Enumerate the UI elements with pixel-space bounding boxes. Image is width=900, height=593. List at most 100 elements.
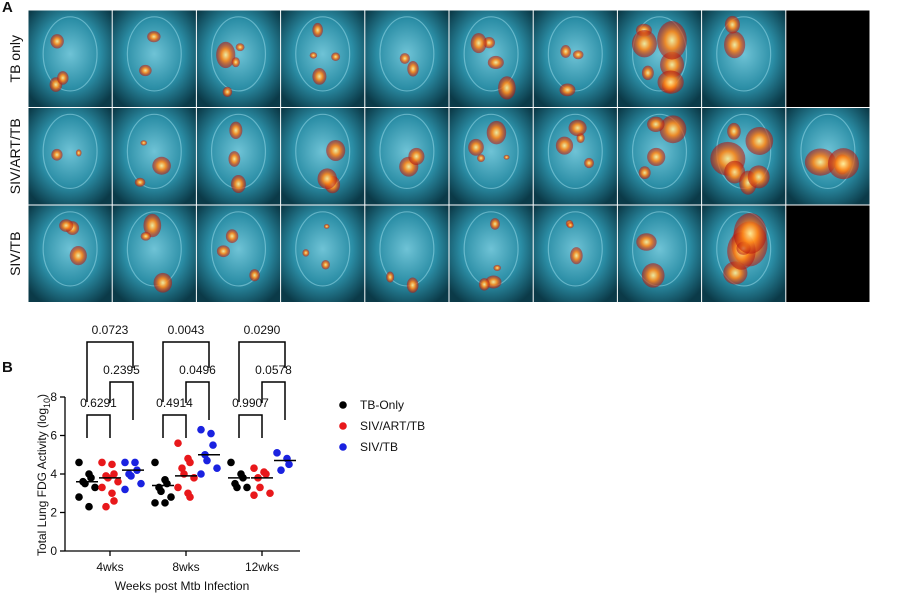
uptake [641,263,665,288]
data-point [121,458,129,467]
data-point [98,483,106,492]
uptake [50,34,64,49]
data-point [207,429,215,438]
p-value: 0.6291 [80,396,117,410]
data-point [250,491,258,499]
data-point [151,499,159,507]
pet-ct-image [365,205,449,302]
data-point [151,458,159,467]
uptake [399,53,410,64]
bracket [109,381,134,420]
x-tick-label: 8wks [172,560,199,574]
data-point [98,458,106,467]
uptake [559,83,576,97]
p-value: 0.0043 [168,323,205,337]
uptake [309,52,318,59]
uptake [470,32,487,54]
ribcage [547,113,603,190]
bracket [162,414,187,438]
data-point [91,483,99,492]
data-point [161,499,169,507]
uptake [641,65,654,81]
pet-ct-image [196,205,281,302]
data-point [85,502,93,511]
row-label: SIV/ART/TB [7,118,23,194]
uptake [638,166,651,180]
p-value: 0.0290 [244,323,281,337]
data-point [186,458,194,467]
uptake [478,278,490,291]
uptake [143,213,162,238]
p-value: 0.4914 [156,396,193,410]
y-label-close: ) [35,394,49,398]
data-point [285,460,293,469]
panel-label: A [2,0,13,16]
uptake [570,247,583,265]
data-point [127,472,135,480]
pet-ct-image [281,10,365,107]
data-point [227,458,235,467]
p-value: 0.2395 [103,363,140,377]
x-tick-label: 12wks [245,560,279,574]
bracket [162,341,210,402]
uptake [647,147,666,167]
uptake [724,15,740,34]
uptake [69,246,87,266]
ribcage [42,16,98,92]
empty-cell [786,10,870,107]
uptake [572,50,584,60]
uptake [216,245,231,258]
uptake [153,272,173,293]
data-point [110,470,118,478]
ribcage [42,113,98,190]
uptake [804,148,836,176]
uptake [152,156,171,175]
ribcage [379,113,435,190]
pet-ct-image [112,108,196,205]
data-point [157,487,165,496]
ribcage [210,211,267,287]
uptake [51,148,63,161]
y-tick-label: 4 [50,467,57,481]
x-axis-label: Weeks post Mtb Infection [115,579,250,593]
uptake [657,70,684,94]
uptake [331,52,341,61]
data-point [114,477,122,486]
uptake [468,138,484,156]
uptake [498,76,516,100]
uptake [140,231,152,241]
data-point [137,479,145,488]
ribcage [716,211,772,287]
uptake [745,126,774,155]
p-value: 0.9907 [232,396,269,410]
ribcage [631,16,688,92]
y-tick-label: 0 [50,544,57,558]
data-point [108,489,116,498]
uptake [57,71,69,85]
data-point [121,485,129,494]
panel-label: B [2,359,13,376]
bracket [261,381,286,420]
pet-ct-image [28,108,112,205]
uptake [724,31,746,59]
pet-ct-image [617,205,702,302]
ribcage [295,16,351,92]
pet-ct-image [365,108,449,205]
data-point [167,493,175,501]
data-point [131,458,139,467]
data-point [174,439,182,448]
y-tick-label: 2 [50,506,57,520]
ribcage [463,113,519,190]
ribcage [126,113,182,190]
uptake [231,175,246,193]
uptake [631,30,657,58]
uptake [636,233,657,251]
image-grid [28,10,870,302]
bracket [86,414,111,438]
uptake [229,121,243,140]
legend-marker [339,443,347,451]
uptake [312,68,327,85]
uptake [733,212,767,254]
uptake [302,249,310,257]
uptake [555,136,574,155]
